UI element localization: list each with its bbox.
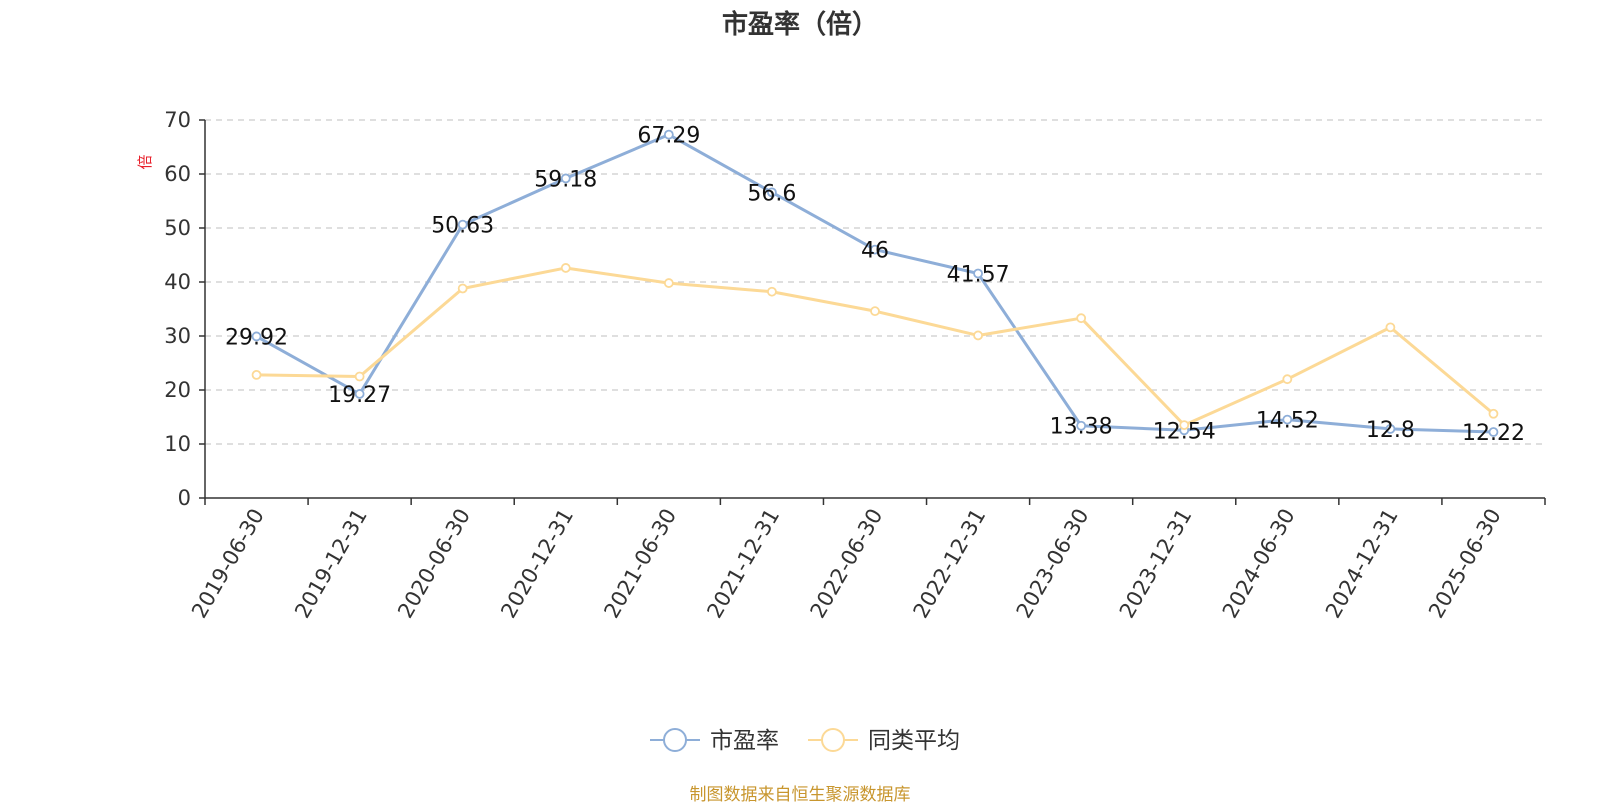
chart-title: 市盈率（倍） xyxy=(721,10,878,40)
legend[interactable]: 市盈率 同类平均 xyxy=(650,728,960,754)
axes: 0 10 20 30 40 50 60 70 倍 2019-06-30 2019-12-31 2020… xyxy=(136,108,1546,623)
data-point xyxy=(457,219,468,230)
data-label: 41.57 xyxy=(947,263,1010,288)
data-point xyxy=(354,389,365,399)
y-tick-label: 20 xyxy=(164,378,191,402)
legend-item-1[interactable]: 市盈率 xyxy=(650,728,779,754)
y-tick-label: 70 xyxy=(164,108,191,132)
y-tick-label: 50 xyxy=(164,216,191,240)
data-point xyxy=(663,278,674,288)
x-tick-label: 2024-12-31 xyxy=(1321,505,1403,623)
x-tick-label: 2019-12-31 xyxy=(290,505,372,623)
x-tick-label: 2021-06-30 xyxy=(599,505,681,623)
legend-label: 同类平均 xyxy=(868,728,960,754)
legend-item-2[interactable]: 同类平均 xyxy=(808,728,960,754)
data-point xyxy=(251,369,262,380)
legend-label: 市盈率 xyxy=(710,728,779,754)
series-line-2 xyxy=(256,266,1495,427)
x-tick-label: 2023-12-31 xyxy=(1115,505,1197,623)
x-tick-label: 2020-06-30 xyxy=(393,505,475,623)
data-point xyxy=(1385,322,1396,333)
data-point xyxy=(1488,427,1499,437)
data-label: 67.29 xyxy=(637,124,700,149)
data-label: 13.38 xyxy=(1050,415,1113,440)
data-point xyxy=(1179,420,1190,431)
source-note: 制图数据来自恒生聚源数据库 xyxy=(689,785,911,805)
data-label: 19.27 xyxy=(328,383,391,408)
data-point xyxy=(870,306,880,317)
data-point xyxy=(1076,313,1087,324)
x-tick-label: 2022-12-31 xyxy=(909,505,991,623)
data-point xyxy=(1076,420,1087,431)
data-point xyxy=(973,268,983,279)
x-tick-label: 2024-06-30 xyxy=(1218,505,1300,623)
y-tick-label: 0 xyxy=(178,486,191,510)
data-label: 12.22 xyxy=(1462,421,1525,446)
series-line-1 xyxy=(255,133,1494,434)
data-label: 29.92 xyxy=(225,325,288,350)
x-tick-label: 2020-12-31 xyxy=(496,505,578,623)
data-labels: 29.92 19.27 50.63 59.18 67.29 56.6 46 41.57 13.3… xyxy=(225,124,1525,446)
data-label: 59.18 xyxy=(534,167,597,192)
data-point xyxy=(457,283,468,294)
data-point xyxy=(560,173,571,184)
x-tick-label: 2019-06-30 xyxy=(187,505,269,623)
data-point xyxy=(870,244,880,255)
data-point xyxy=(1282,374,1293,385)
legend-marker xyxy=(821,728,845,752)
data-point xyxy=(1488,408,1499,419)
data-label: 12.8 xyxy=(1366,418,1415,443)
data-label: 12.54 xyxy=(1153,419,1216,444)
x-tick-label: 2025-06-30 xyxy=(1424,505,1506,623)
data-point xyxy=(251,331,262,342)
data-point xyxy=(973,330,983,341)
data-label: 50.63 xyxy=(431,214,494,239)
data-point xyxy=(1385,423,1396,434)
data-point xyxy=(767,286,777,297)
y-tick-label: 40 xyxy=(164,270,191,294)
data-label: 56.6 xyxy=(747,181,796,206)
legend-marker xyxy=(663,728,687,752)
data-point xyxy=(354,371,365,382)
y-axis-unit-label: 倍 xyxy=(136,154,154,169)
data-point xyxy=(663,129,674,140)
grid-lines xyxy=(205,119,1545,445)
x-tick-label: 2021-12-31 xyxy=(702,505,784,623)
y-tick-label: 30 xyxy=(164,324,191,348)
y-tick-label: 60 xyxy=(164,162,191,186)
x-tick-label: 2022-06-30 xyxy=(806,505,888,623)
data-point xyxy=(767,187,777,198)
data-point xyxy=(560,263,571,273)
x-tick-label: 2023-06-30 xyxy=(1012,505,1094,623)
data-label: 14.52 xyxy=(1256,409,1319,434)
data-label: 46 xyxy=(861,239,889,264)
data-point xyxy=(1282,414,1293,425)
y-tick-label: 10 xyxy=(164,432,191,456)
series-lines xyxy=(251,129,1499,437)
